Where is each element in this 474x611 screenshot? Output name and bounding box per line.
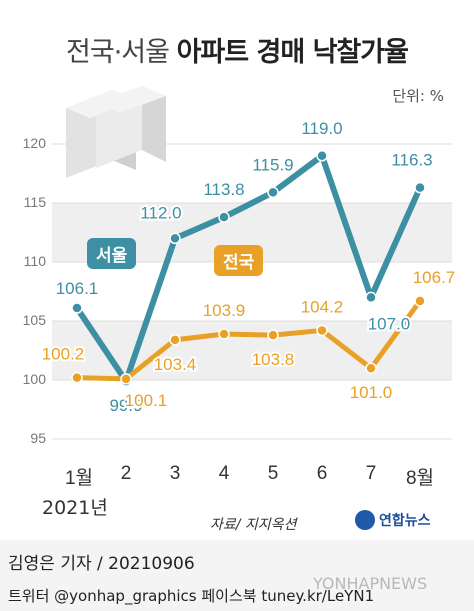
logo-icon: [355, 510, 375, 530]
year-label: 2021년: [42, 497, 108, 519]
data-point: [316, 150, 328, 162]
data-label: 104.2: [301, 297, 344, 316]
data-label: 119.0: [301, 119, 342, 138]
x-tick-label: 6: [316, 463, 328, 484]
data-label: 107.0: [368, 314, 411, 333]
y-tick-label: 110: [23, 253, 46, 269]
data-label: 116.3: [391, 151, 432, 170]
x-tick-label: 7: [365, 463, 377, 484]
logo-text: 연합뉴스: [379, 513, 431, 529]
title-main: 아파트 경매 낙찰가율: [176, 37, 409, 68]
data-label: 101.0: [350, 383, 393, 402]
source-label: 자료/ 지지옥션: [210, 517, 297, 533]
data-label: 115.9: [252, 155, 293, 174]
data-label: 103.8: [252, 350, 295, 369]
data-point: [414, 181, 426, 194]
data-label: 106.7: [413, 268, 456, 287]
data-point: [267, 186, 279, 199]
series-line-0: [74, 152, 423, 385]
y-tick-label: 105: [22, 312, 46, 328]
chart-title: 전국·서울 아파트 경매 낙찰가율: [0, 30, 474, 69]
data-point: [365, 291, 377, 304]
legend-seoul: 서울: [87, 238, 137, 269]
y-tick-label: 115: [23, 194, 46, 210]
data-label: 99.9: [109, 396, 142, 415]
title-prefix: 전국·서울: [66, 37, 170, 68]
yonhap-logo: 연합뉴스: [355, 508, 431, 532]
data-point: [316, 324, 328, 337]
data-point: [414, 295, 426, 307]
data-label: 100.2: [42, 345, 85, 364]
data-label: 112.0: [140, 203, 181, 222]
data-point: [218, 211, 230, 223]
social-links: 트위터 @yonhap_graphics 페이스북 tuney.kr/LeYN1: [8, 587, 375, 605]
watermark: YONHAPNEWS: [313, 574, 428, 593]
x-tick-label: 3: [169, 463, 181, 484]
data-point: [218, 328, 230, 340]
legend-national: 전국: [214, 245, 264, 276]
data-point: [120, 373, 132, 385]
x-tick-label: 2: [120, 463, 132, 484]
y-tick-label: 120: [22, 135, 46, 151]
reporter-credit: 김영은 기자 / 20210906: [8, 554, 195, 574]
data-point: [169, 232, 181, 245]
data-point: [267, 329, 279, 341]
y-tick-label: 95: [30, 430, 46, 446]
y-tick-label: 100: [22, 371, 46, 387]
data-label: 106.1: [56, 279, 99, 298]
data-point: [365, 362, 377, 374]
x-tick-label: 5: [267, 463, 279, 484]
footer-bar: [0, 540, 474, 611]
data-label: 113.8: [203, 180, 244, 199]
series-line-1: [74, 298, 423, 382]
data-label: 103.9: [203, 301, 246, 320]
data-point: [71, 371, 83, 384]
data-label: 103.4: [154, 355, 197, 374]
x-tick-label: 1월: [64, 468, 94, 489]
unit-label: 단위: %: [392, 87, 444, 105]
building-illustration: [66, 86, 166, 178]
data-point: [169, 334, 181, 346]
x-tick-label: 4: [218, 463, 230, 484]
data-label: 100.1: [125, 391, 168, 410]
data-point: [71, 302, 83, 314]
x-tick-label: 8월: [405, 468, 435, 489]
